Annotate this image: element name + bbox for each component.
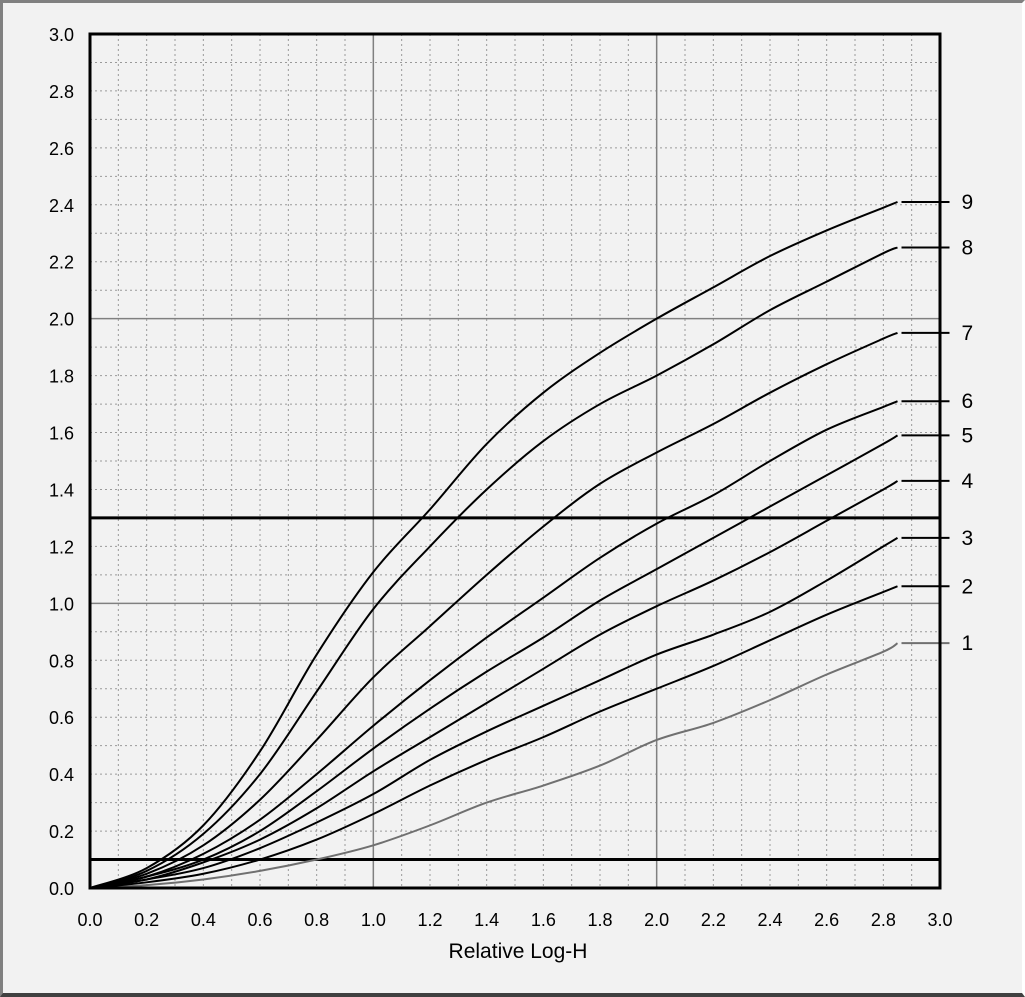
y-tick-label: 0.8: [49, 651, 74, 671]
series-label-5: 5: [962, 424, 974, 447]
x-tick-label: 2.6: [814, 910, 839, 930]
x-tick-label: 3.0: [927, 910, 952, 930]
y-tick-label: 0.6: [49, 708, 74, 728]
y-tick-label: 2.2: [49, 253, 74, 273]
y-tick-label: 1.2: [49, 537, 74, 557]
series-label-1: 1: [962, 632, 974, 655]
y-tick-label: 0.4: [49, 765, 74, 785]
x-tick-label: 0.8: [304, 910, 329, 930]
series-label-3: 3: [962, 527, 974, 550]
series-line-5: [89, 434, 899, 889]
series-labels: 1 2 3 4 5 6 7 8 9: [962, 191, 974, 655]
x-tick-label: 2.0: [644, 910, 669, 930]
series-label-7: 7: [962, 322, 974, 345]
series-label-9: 9: [962, 191, 974, 214]
x-tick-label: 2.8: [871, 910, 896, 930]
series-line-3: [89, 537, 899, 889]
series-label-8: 8: [962, 237, 974, 260]
major-grid: [90, 34, 940, 888]
y-tick-label: 1.8: [49, 367, 74, 387]
series-line-1: [89, 642, 899, 889]
y-tick-label: 3.0: [49, 25, 74, 45]
y-tick-label: 2.8: [49, 82, 74, 102]
y-tick-label: 0.0: [49, 879, 74, 899]
x-tick-label: 1.2: [417, 910, 442, 930]
x-tick-label: 0.6: [247, 910, 272, 930]
series-line-7: [89, 331, 898, 889]
series-label-6: 6: [962, 390, 974, 413]
series-line-6: [89, 400, 898, 889]
series-lines: [89, 201, 899, 889]
series-line-8: [89, 246, 898, 889]
y-tick-label: 2.0: [49, 310, 74, 330]
x-tick-label: 1.0: [361, 910, 386, 930]
y-axis-ticks: 0.0 0.2 0.4 0.6 0.8 1.0 1.2 1.4 1.6 1.8 2.0 2.2 2.4 2…: [49, 25, 74, 899]
y-tick-label: 1.4: [49, 480, 74, 500]
y-tick-label: 1.0: [49, 594, 74, 614]
series-label-2: 2: [962, 575, 974, 598]
x-tick-label: 1.8: [587, 910, 612, 930]
y-tick-label: 1.6: [49, 424, 74, 444]
y-tick-label: 2.4: [49, 196, 74, 216]
x-axis-label: Relative Log-H: [449, 940, 588, 963]
x-tick-label: 2.2: [701, 910, 726, 930]
series-label-4: 4: [962, 470, 974, 493]
series-line-4: [89, 480, 899, 889]
x-axis-ticks: 0.0 0.2 0.4 0.6 0.8 1.0 1.2 1.4 1.6 1.8 2.0 2.2 2.4 2…: [77, 910, 952, 930]
series-line-2: [89, 585, 898, 889]
series-line-9: [89, 201, 898, 889]
y-tick-label: 0.2: [49, 822, 74, 842]
x-tick-label: 0.4: [191, 910, 216, 930]
x-tick-label: 1.4: [474, 910, 499, 930]
characteristic-curve-chart: 0.0 0.2 0.4 0.6 0.8 1.0 1.2 1.4 1.6 1.8 2.0 2.2 2.4 2…: [49, 25, 974, 963]
minor-grid: [90, 34, 940, 888]
x-tick-label: 0.0: [77, 910, 102, 930]
x-tick-label: 0.2: [134, 910, 159, 930]
x-tick-label: 1.6: [531, 910, 556, 930]
series-label-leaders: [901, 200, 950, 645]
plot-border: [88, 32, 942, 890]
x-tick-label: 2.4: [757, 910, 782, 930]
y-tick-label: 2.6: [49, 139, 74, 159]
